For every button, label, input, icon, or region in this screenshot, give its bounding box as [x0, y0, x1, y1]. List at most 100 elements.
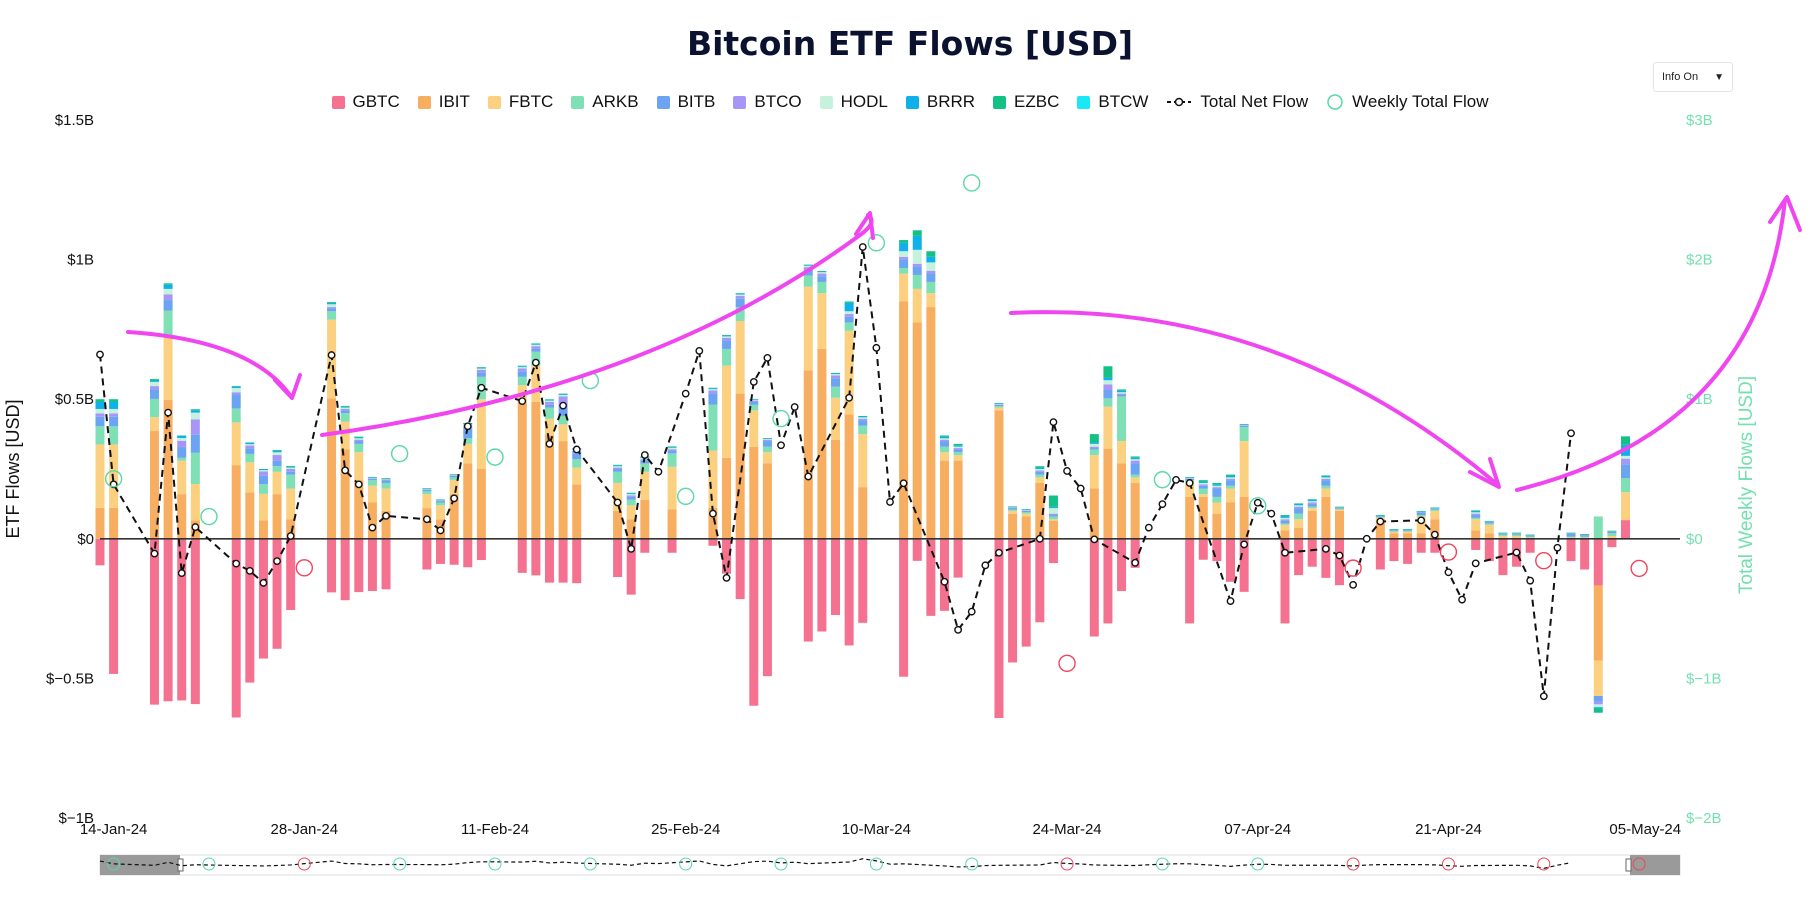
bar-gbtc	[803, 538, 813, 642]
bar-ezbc	[1375, 515, 1385, 516]
bar-gbtc	[381, 538, 391, 590]
bar-arkb	[1593, 516, 1603, 539]
legend-item-gbtc[interactable]: GBTC	[331, 92, 400, 112]
legend-line-icon	[1167, 97, 1192, 107]
bar-ezbc	[912, 230, 922, 236]
legend-item-arkb[interactable]: ARKB	[571, 92, 639, 112]
bar-ezbc	[422, 488, 432, 489]
bar-btco	[1580, 534, 1590, 536]
bar-ezbc	[436, 499, 446, 500]
bar-brrr	[994, 403, 1004, 404]
bar-btco	[286, 469, 296, 472]
bar-ibit	[286, 519, 296, 539]
total-net-flow-point	[1335, 551, 1344, 560]
bar-btco	[245, 445, 255, 449]
bar-btco	[994, 404, 1004, 405]
bar-gbtc	[1471, 538, 1481, 550]
bar-arkb	[803, 275, 813, 287]
total-net-flow-point	[177, 569, 186, 578]
bar-brrr	[735, 293, 745, 295]
bar-ezbc	[1389, 529, 1399, 530]
info-toggle-button[interactable]: Info On ▼	[1653, 62, 1733, 92]
legend-item-btcw[interactable]: BTCW	[1077, 92, 1148, 112]
bar-ibit	[1389, 533, 1399, 539]
bar-hodl	[899, 251, 909, 257]
range-slider-handle-right[interactable]	[1625, 858, 1632, 872]
legend-swatch	[487, 95, 501, 109]
bar-bitb	[749, 401, 759, 405]
legend-item-hodl[interactable]: HODL	[819, 92, 888, 112]
bar-fbtc	[1198, 494, 1208, 497]
bar-arkb	[286, 474, 296, 489]
bar-fbtc	[531, 365, 541, 402]
bar-brrr	[912, 235, 922, 250]
total-net-flow-point	[954, 625, 963, 634]
total-net-flow-point	[1240, 540, 1249, 549]
legend-item-fbtc[interactable]: FBTC	[487, 92, 553, 112]
y-tick-label: $0.5B	[55, 391, 94, 408]
bar-ezbc	[1008, 506, 1018, 507]
total-net-flow-point	[654, 467, 663, 476]
bar-brrr	[762, 438, 772, 439]
bar-ezbc	[1321, 475, 1331, 476]
legend-label: EZBC	[1014, 92, 1060, 111]
bar-arkb	[1321, 485, 1331, 489]
bar-btco	[1430, 508, 1440, 509]
total-net-flow-point	[150, 549, 159, 558]
bar-fbtc	[1430, 510, 1440, 520]
bar-hodl	[245, 444, 255, 446]
bar-fbtc	[1117, 441, 1127, 464]
bar-gbtc	[258, 538, 268, 659]
bar-ezbc	[803, 264, 813, 266]
bar-ibit	[1416, 533, 1426, 539]
range-slider-minimap-circle	[393, 857, 407, 871]
legend[interactable]: GBTC IBIT FBTC ARKB BITB BTCO HODL BRRR EZBC BTCW…	[0, 92, 1820, 112]
bar-arkb	[1484, 523, 1494, 525]
bar-ezbc	[1607, 530, 1617, 532]
bar-arkb	[109, 426, 119, 445]
total-net-flow-point	[940, 577, 949, 586]
total-net-flow-point	[1185, 479, 1194, 487]
legend-item-ezbc[interactable]: EZBC	[993, 92, 1059, 112]
bar-ibit	[1403, 533, 1413, 539]
bar-brrr	[1416, 511, 1426, 512]
bar-fbtc	[1307, 508, 1317, 511]
bar-ibit	[149, 431, 159, 539]
bar-arkb	[381, 482, 391, 489]
legend-label: Weekly Total Flow	[1352, 92, 1489, 111]
bar-fbtc	[544, 418, 554, 436]
bar-ibit	[939, 460, 949, 539]
bar-bitb	[1212, 488, 1222, 497]
bar-btco	[531, 346, 541, 349]
bar-hodl	[722, 336, 732, 338]
legend-item-weekly-total-flow[interactable]: Weekly Total Flow	[1326, 92, 1489, 112]
bar-brrr	[381, 478, 391, 479]
bar-hodl	[994, 403, 1004, 405]
bar-arkb	[1430, 509, 1440, 511]
bar-btco	[1008, 507, 1018, 509]
bar-hodl	[286, 467, 296, 469]
bar-hodl	[1430, 508, 1440, 509]
legend-item-brrr[interactable]: BRRR	[905, 92, 976, 112]
legend-label: BRRR	[926, 92, 976, 111]
legend-item-bitb[interactable]: BITB	[656, 92, 715, 112]
weekly-total-flow-point	[104, 470, 123, 488]
range-slider[interactable]	[99, 854, 1681, 876]
bar-btco	[831, 375, 841, 379]
bar-fbtc	[149, 417, 159, 432]
total-net-flow-point	[763, 353, 772, 362]
legend-item-ibit[interactable]: IBIT	[417, 92, 470, 112]
total-net-flow-point	[845, 393, 854, 402]
weekly-total-flow-point	[772, 409, 790, 428]
legend-item-btco[interactable]: BTCO	[733, 92, 802, 112]
bar-ibit	[1307, 510, 1317, 539]
bar-fbtc	[1021, 513, 1031, 517]
total-net-flow-point	[286, 532, 295, 540]
bar-fbtc	[667, 466, 677, 510]
bar-ezbc	[667, 446, 677, 447]
legend-item-total-net-flow[interactable]: Total Net Flow	[1166, 92, 1308, 112]
bar-ibit	[626, 519, 636, 539]
bar-ibit	[1089, 488, 1099, 539]
bar-bitb	[1389, 530, 1399, 531]
